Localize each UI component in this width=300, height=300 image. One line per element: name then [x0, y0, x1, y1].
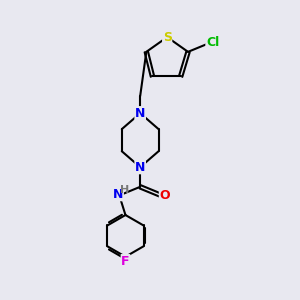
Text: N: N [135, 107, 146, 120]
Text: S: S [163, 31, 172, 44]
Text: F: F [121, 255, 130, 268]
Text: N: N [135, 161, 146, 174]
Text: H: H [120, 185, 129, 195]
Text: Cl: Cl [206, 35, 219, 49]
Text: O: O [159, 189, 170, 202]
Text: N: N [113, 188, 123, 201]
